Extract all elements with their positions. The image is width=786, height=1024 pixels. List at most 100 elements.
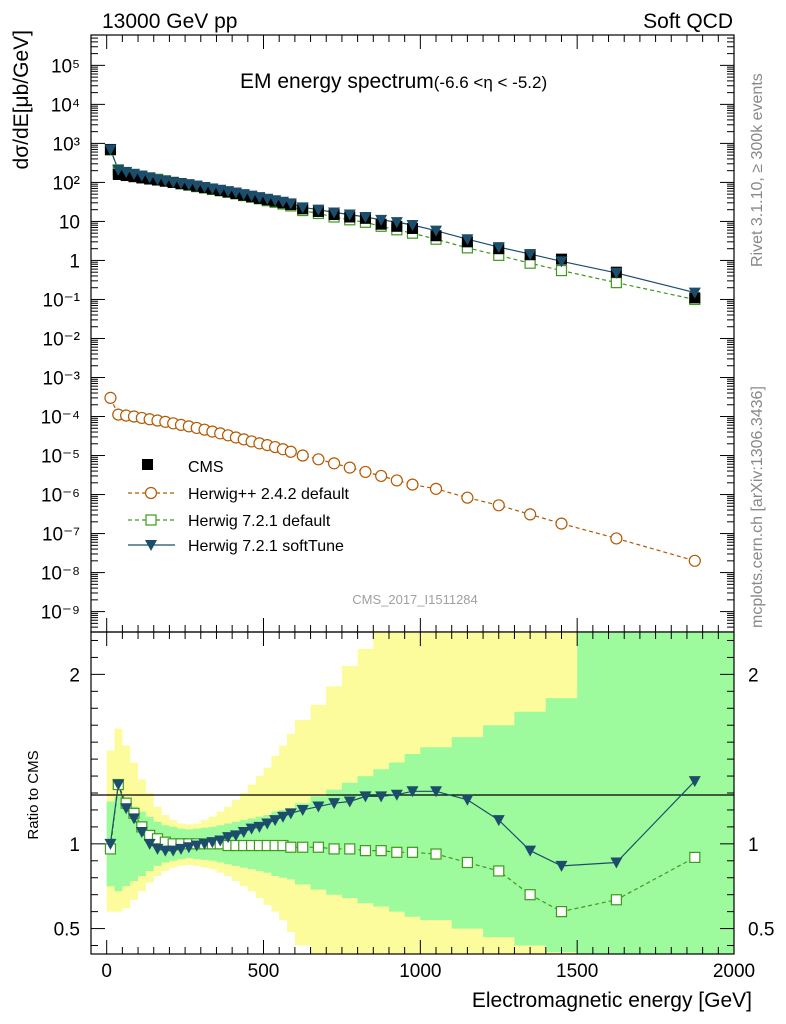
- data-point-h7-softtune: [296, 202, 309, 214]
- data-point-herwigpp: [327, 457, 341, 470]
- data-point-h7-softtune: [524, 249, 537, 261]
- x-axis-label: Electromagnetic energy [GeV]: [472, 989, 752, 1012]
- ratio-point-h7-softtune: [269, 815, 282, 827]
- y-tick-label: 10⁵: [51, 56, 80, 77]
- data-point-herwigpp: [555, 517, 568, 530]
- ratio-point-h7-softtune: [492, 815, 505, 827]
- data-point-herwigpp: [312, 453, 325, 466]
- analysis-watermark: CMS_2017_I1511284: [352, 592, 478, 607]
- ratio-point-h7-softtune: [159, 845, 172, 857]
- ratio-point-h7-softtune: [406, 786, 419, 798]
- legend-marker-cms: [142, 459, 153, 470]
- data-point-h7-softtune: [328, 207, 341, 219]
- mcplots-label: mcplots.cern.ch [arXiv:1306.3436]: [749, 386, 766, 628]
- data-point-herwigpp: [406, 478, 419, 491]
- ratio-point-h7-default: [297, 841, 309, 853]
- main-panel: 10⁵ 10⁴ 10³ 10² 10 1 10⁻¹ 10⁻² 10⁻³ 10⁻⁴ 10⁻⁵ 10⁻⁶ 1…: [10, 30, 735, 633]
- data-point-h7-softtune: [104, 144, 117, 156]
- chart-title: EM energy spectrum(-6.6 <η < -5.2): [240, 70, 547, 93]
- data-point-h7-softtune: [688, 287, 701, 299]
- ratio-point-h7-softtune: [610, 857, 623, 869]
- ratio-point-h7-default: [461, 856, 473, 869]
- ratio-point-h7-softtune: [127, 813, 140, 825]
- y-tick-label: 10²: [53, 173, 80, 194]
- y-tick-label: 10⁻³: [43, 368, 81, 389]
- ratio-point-h7-default: [555, 906, 568, 918]
- ratio-point-h7-softtune: [237, 826, 250, 838]
- legend-label-h7-default: Herwig 7.2.1 default: [188, 513, 331, 530]
- legend: CMS Herwig++ 2.4.2 default Herwig 7.2.1 …: [128, 459, 350, 555]
- x-tick-label: 1500: [556, 961, 598, 982]
- x-tick-label: 2000: [713, 961, 755, 982]
- ratio-axis-label: Ratio to CMS: [25, 750, 42, 839]
- ratio-point-h7-softtune: [120, 803, 133, 815]
- ratio-tick-label-right: 2: [748, 665, 759, 686]
- y-tick-label: 10³: [53, 134, 80, 155]
- data-point-herwigpp: [390, 474, 403, 487]
- legend-label-h7-softtune: Herwig 7.2.1 softTune: [188, 538, 344, 555]
- ratio-ticks: [91, 632, 735, 954]
- ratio-point-h7-softtune: [104, 838, 117, 850]
- ratio-point-h7-softtune: [555, 860, 568, 872]
- ratio-point-h7-default: [391, 846, 403, 858]
- ratio-tick-label-right: 1: [748, 835, 759, 856]
- ratio-point-h7-softtune: [253, 821, 266, 833]
- data-point-herwigpp: [375, 469, 388, 483]
- data-point-h7-softtune: [359, 211, 372, 223]
- legend-item-cms: CMS: [142, 459, 224, 476]
- ratio-point-h7-softtune: [343, 796, 356, 808]
- data-point-h7-default: [610, 277, 622, 289]
- y-tick-labels: 10⁵ 10⁴ 10³ 10² 10 1 10⁻¹ 10⁻² 10⁻³ 10⁻⁴ 10⁻⁵ 10⁻⁶ 1…: [41, 56, 80, 623]
- ratio-point-h7-softtune: [206, 837, 219, 849]
- ratio-point-h7-softtune: [276, 811, 289, 823]
- ratio-point-h7-softtune: [167, 845, 180, 857]
- ratio-point-h7-softtune: [222, 832, 235, 844]
- band-inner-area: [106, 632, 734, 954]
- legend-item-herwigpp: Herwig++ 2.4.2 default: [128, 486, 350, 503]
- ratio-point-h7-default: [328, 843, 340, 855]
- rivet-label: Rivet 3.1.10, ≥ 300k events: [749, 73, 766, 267]
- legend-label-herwigpp: Herwig++ 2.4.2 default: [188, 486, 350, 503]
- y-tick-label: 10⁻⁷: [42, 525, 80, 546]
- ratio-tick-label-left: 0.5: [54, 920, 80, 941]
- ratio-point-h7-default: [689, 851, 701, 864]
- ratio-point-h7-softtune: [190, 840, 203, 852]
- main-markers: [104, 143, 701, 567]
- data-point-herwigpp: [104, 391, 117, 404]
- ratio-point-h7-softtune: [461, 794, 474, 806]
- data-point-h7-softtune: [492, 242, 505, 254]
- data-point-herwigpp: [610, 532, 623, 545]
- ratio-point-h7-softtune: [312, 801, 325, 813]
- legend-item-h7-softtune: Herwig 7.2.1 softTune: [128, 538, 344, 555]
- data-point-herwigpp: [429, 482, 443, 495]
- ratio-point-h7-softtune: [229, 830, 242, 842]
- series-line-h7-softtune: [109, 149, 695, 294]
- uncertainty-band-inner: [106, 632, 734, 954]
- ratio-point-h7-softtune: [688, 776, 701, 788]
- y-axis-label: dσ/dE[μb/GeV]: [10, 30, 33, 169]
- data-point-herwigpp: [492, 499, 505, 512]
- ratio-point-h7-default: [359, 845, 372, 857]
- data-point-h7-softtune: [284, 198, 297, 210]
- data-point-h7-softtune: [430, 225, 443, 237]
- ratio-tick-label-left: 2: [69, 665, 80, 686]
- ratio-point-h7-default: [312, 841, 325, 853]
- x-tick-labels: 0 500 1000 1500 2000: [101, 961, 755, 982]
- data-point-herwigpp: [461, 491, 474, 504]
- ratio-point-h7-default: [430, 848, 442, 860]
- data-point-h7-softtune: [312, 204, 325, 216]
- x-tick-label: 500: [248, 961, 280, 982]
- process-label: Soft QCD: [643, 10, 733, 33]
- ratio-point-h7-softtune: [261, 818, 274, 830]
- ratio-point-h7-softtune: [430, 786, 443, 798]
- y-tick-label: 10: [59, 212, 80, 233]
- data-point-herwigpp: [688, 554, 701, 567]
- ratio-point-h7-softtune: [524, 845, 537, 857]
- data-point-h7-softtune: [555, 256, 568, 268]
- ratio-point-h7-softtune: [245, 823, 258, 835]
- ratio-panel: 0.5 0.5 1 1 2 2 0 500 1000 1500 2000 Ratio to CMS…: [25, 631, 774, 1012]
- ratio-tick-label-right: 0.5: [748, 920, 774, 941]
- legend-label-cms: CMS: [188, 459, 224, 476]
- y-tick-label: 1: [69, 251, 80, 272]
